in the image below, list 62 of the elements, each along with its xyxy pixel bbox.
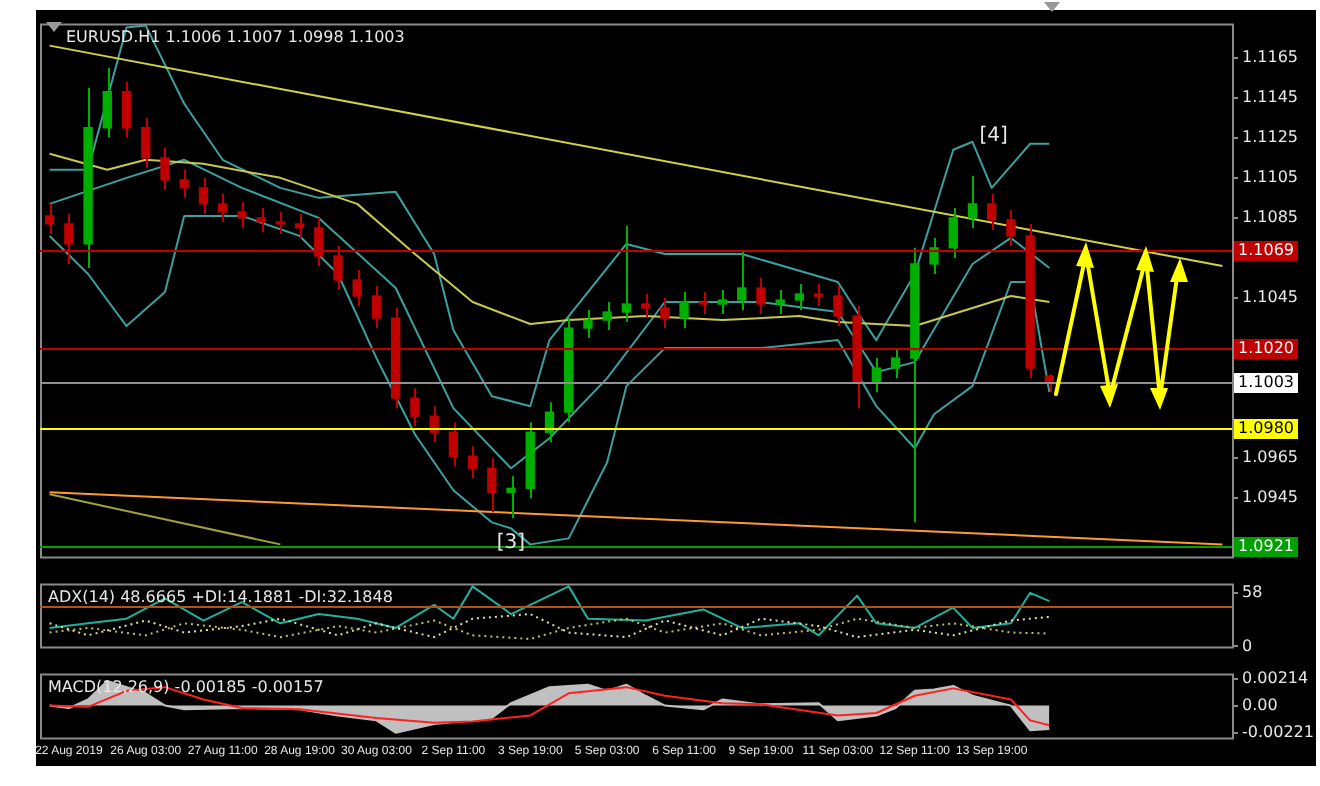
ref-line-label: 1.1020	[1238, 339, 1294, 358]
candlestick	[890, 347, 901, 380]
y-tick-label: 1.0945	[1242, 488, 1298, 507]
candlestick	[102, 66, 112, 139]
candlestick	[717, 289, 728, 316]
candlestick	[948, 206, 958, 259]
candlestick	[371, 284, 382, 330]
y-tick-label: 1.1145	[1242, 87, 1298, 106]
candlestick	[756, 276, 766, 316]
y-tick-label: -0.00221	[1242, 722, 1314, 741]
candlestick	[198, 176, 209, 215]
candlestick	[160, 146, 170, 191]
y-tick-label: 1.1105	[1242, 167, 1298, 186]
candlestick	[121, 80, 132, 139]
chart-title: ADX(14) 48.6665 +DI:14.1881 -DI:32.1848	[48, 587, 393, 606]
candlestick	[967, 174, 978, 229]
ref-line-label: 1.0921	[1238, 537, 1294, 556]
ref-line-label: 1.1003	[1238, 373, 1294, 392]
candlestick	[813, 282, 824, 308]
candlestick	[429, 405, 439, 444]
annotation: [4]	[979, 124, 1008, 147]
candlestick	[737, 248, 747, 312]
candlestick	[794, 282, 805, 312]
candlestick	[448, 421, 459, 468]
y-tick-label: 58	[1242, 582, 1263, 601]
candlestick	[217, 192, 228, 223]
candlestick	[44, 202, 55, 235]
candlestick	[583, 309, 593, 340]
ref-line-label: 1.0980	[1238, 419, 1294, 438]
y-tick-label: 1.1125	[1242, 127, 1298, 146]
candlestick	[698, 291, 708, 316]
candlestick	[833, 284, 843, 328]
y-tick-label: 1.1165	[1242, 47, 1298, 66]
candlestick	[179, 168, 189, 199]
y-tick-label: 0.00214	[1242, 669, 1309, 688]
ref-line-label: 1.1069	[1238, 241, 1294, 260]
candlestick	[1044, 373, 1055, 394]
candlestick	[987, 192, 997, 231]
candlestick	[640, 293, 651, 320]
candlestick	[871, 357, 881, 394]
candlestick	[660, 297, 670, 330]
candlestick	[1006, 208, 1016, 247]
y-tick-label: 0	[1242, 636, 1253, 655]
candlestick	[141, 116, 151, 169]
candlestick	[487, 457, 497, 514]
y-tick-label: 1.0965	[1242, 448, 1298, 467]
candlestick	[237, 200, 247, 229]
y-tick-label: 1.1085	[1242, 208, 1298, 227]
candlestick	[506, 475, 516, 520]
y-tick-label: 1.1045	[1242, 288, 1298, 307]
candlestick	[410, 387, 420, 428]
candlestick	[602, 301, 612, 332]
candlestick	[679, 291, 689, 330]
candlestick	[256, 206, 266, 233]
candlestick	[929, 236, 939, 275]
candlestick	[294, 212, 305, 239]
candlestick	[621, 224, 632, 324]
candlestick	[275, 210, 285, 235]
candlestick	[775, 289, 785, 316]
y-tick-label: 0.00	[1242, 695, 1278, 714]
candlestick	[467, 445, 478, 480]
candlestick	[352, 268, 362, 308]
